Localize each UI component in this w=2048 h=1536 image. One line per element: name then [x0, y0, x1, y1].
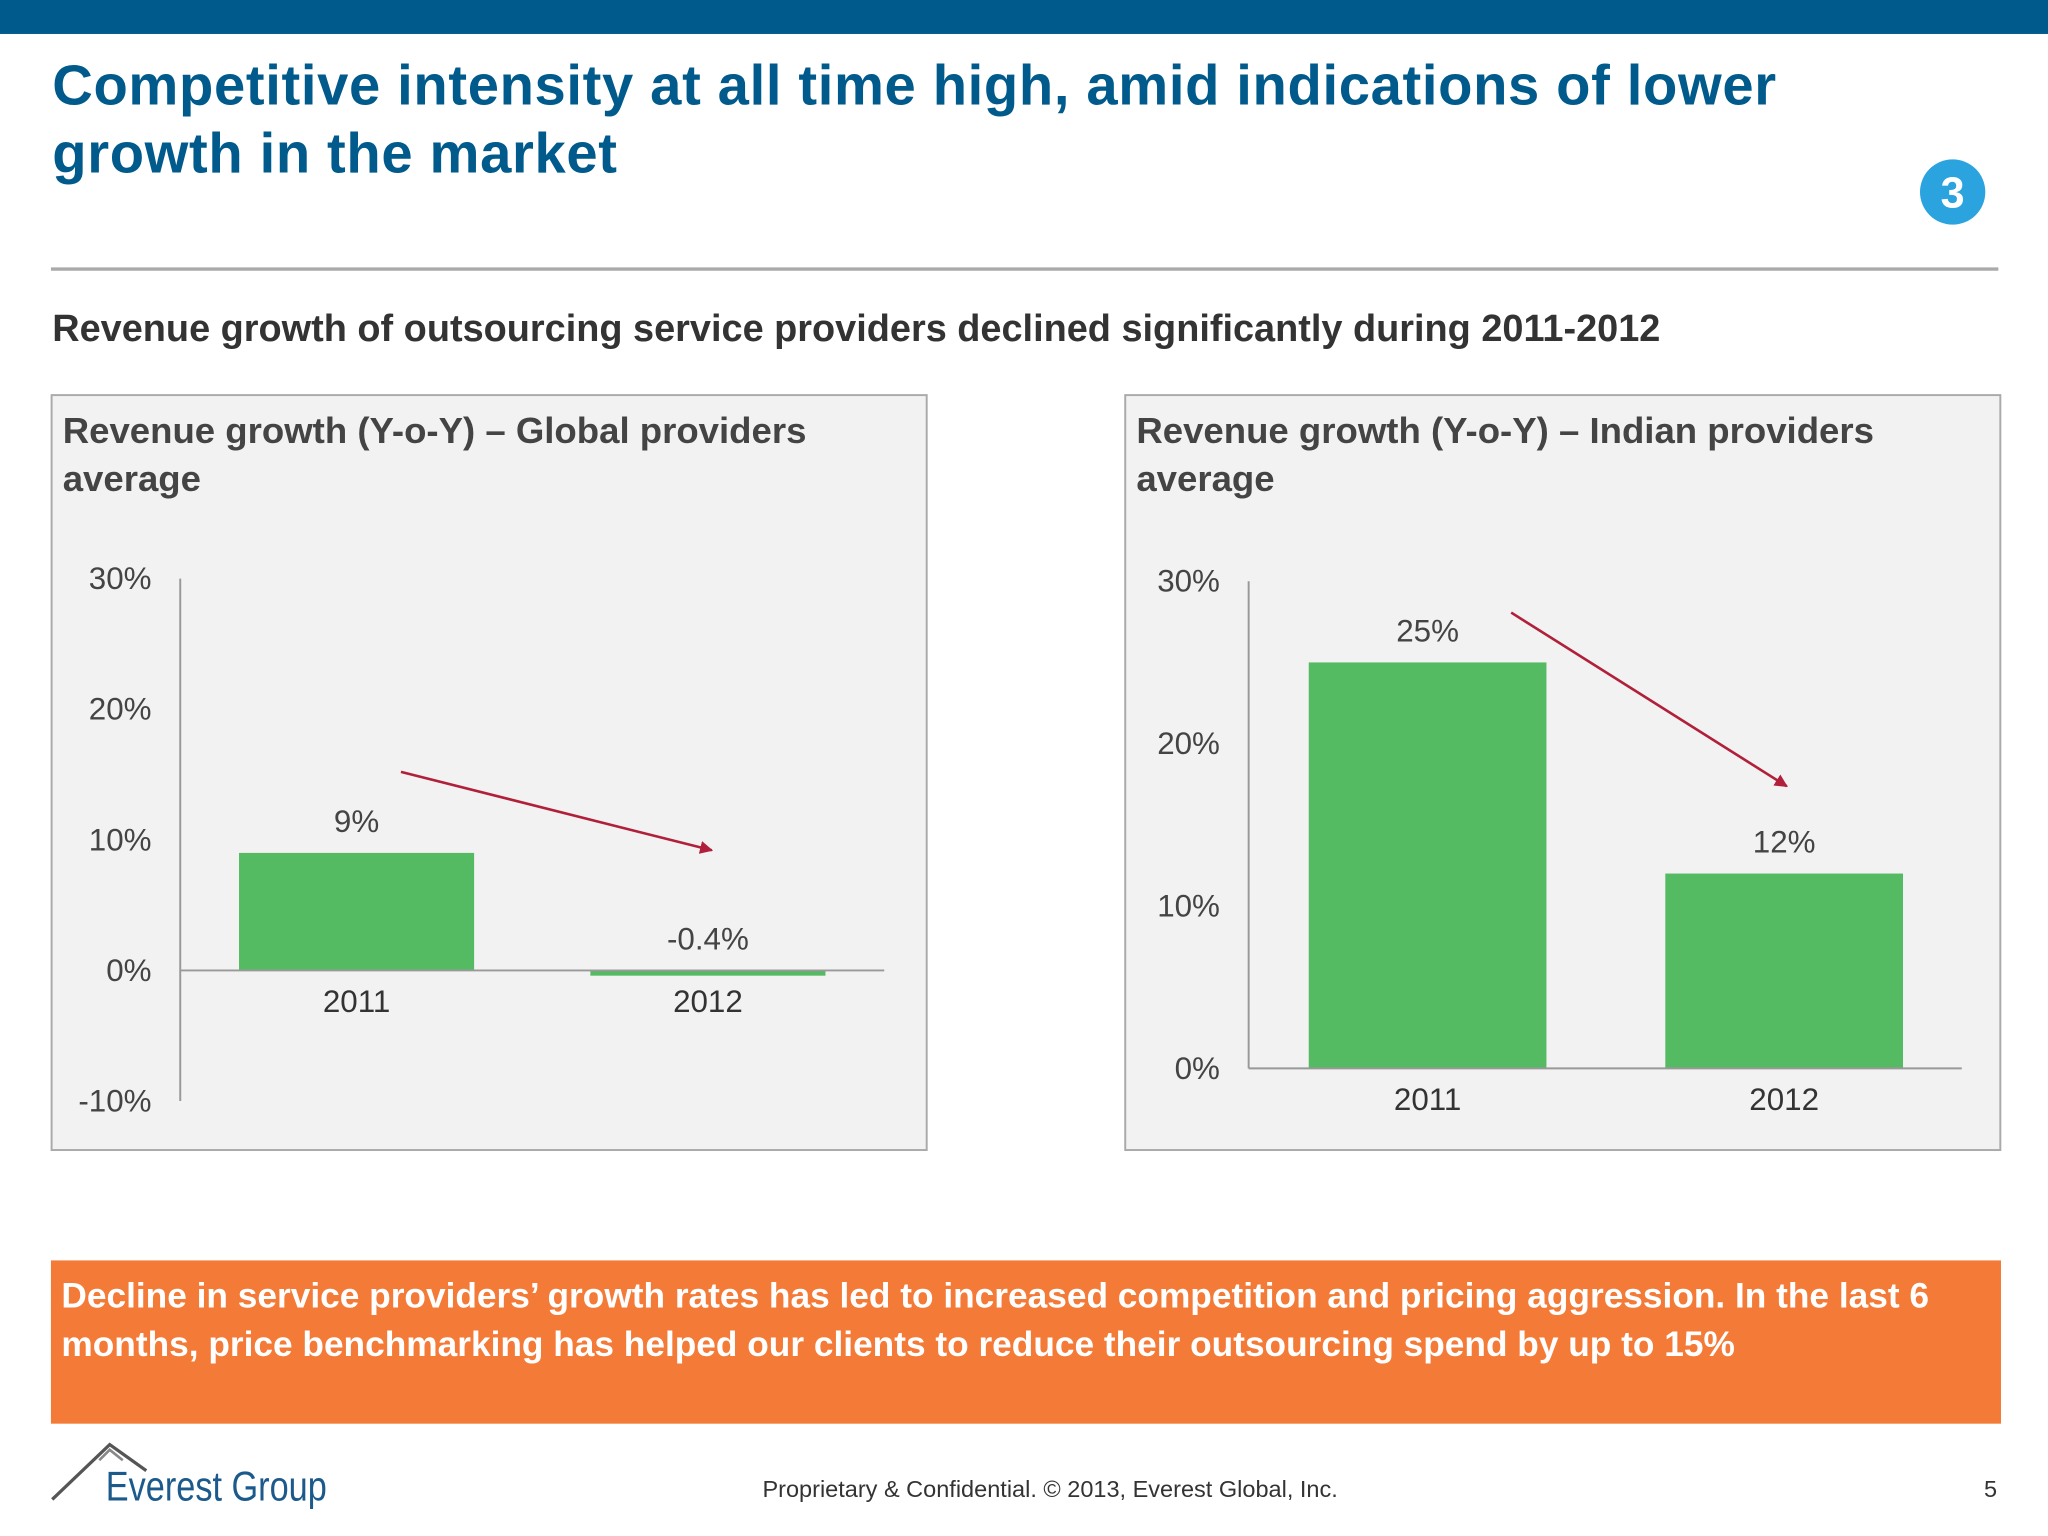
x-tick-label: 2011: [323, 984, 390, 1019]
trend-arrow: [1510, 611, 1788, 788]
footer-notice: Proprietary & Confidential. © 2013, Ever…: [762, 1475, 1338, 1503]
trend-arrow: [400, 770, 714, 854]
value-label: 9%: [334, 804, 379, 839]
y-tick-label: 10%: [1157, 888, 1220, 923]
chart-title: Revenue growth (Y-o-Y) – Global provider…: [62, 410, 807, 499]
logo-text: Everest Group: [105, 1462, 327, 1510]
logo-mark: [51, 1442, 148, 1501]
bar: [1665, 873, 1904, 1069]
title: Competitive intensity at all time high, …: [52, 54, 1777, 186]
bar: [1308, 662, 1547, 1069]
y-tick-label: -10%: [78, 1084, 151, 1119]
x-tick-label: 2012: [673, 984, 743, 1019]
top-bar: [0, 0, 2048, 34]
y-tick-label: 0%: [1175, 1051, 1220, 1086]
badge-text: 3: [1941, 170, 1965, 218]
y-tick-label: 20%: [1157, 726, 1220, 761]
page-number: 5: [1983, 1475, 1998, 1503]
bar: [590, 970, 826, 976]
y-tick-label: 20%: [89, 692, 152, 727]
callout: Decline in service providers’ growth rat…: [50, 1260, 2001, 1424]
value-label: 12%: [1753, 825, 1816, 860]
value-label: 25%: [1396, 614, 1459, 649]
subtitle: Revenue growth of outsourcing service pr…: [52, 308, 1661, 351]
chart-frame: [50, 394, 928, 1152]
y-tick-label: 0%: [106, 953, 151, 988]
y-tick-label: 30%: [89, 561, 152, 596]
x-tick-label: 2011: [1394, 1082, 1461, 1117]
chart-title: Revenue growth (Y-o-Y) – Indian provider…: [1136, 410, 1874, 499]
logo-mark: [98, 1448, 124, 1462]
value-label: -0.4%: [667, 922, 749, 957]
badge: [1919, 159, 1986, 225]
bar: [239, 852, 475, 971]
y-tick-label: 10%: [89, 822, 152, 857]
y-tick-label: 30%: [1157, 564, 1220, 599]
x-tick-label: 2012: [1749, 1082, 1819, 1117]
